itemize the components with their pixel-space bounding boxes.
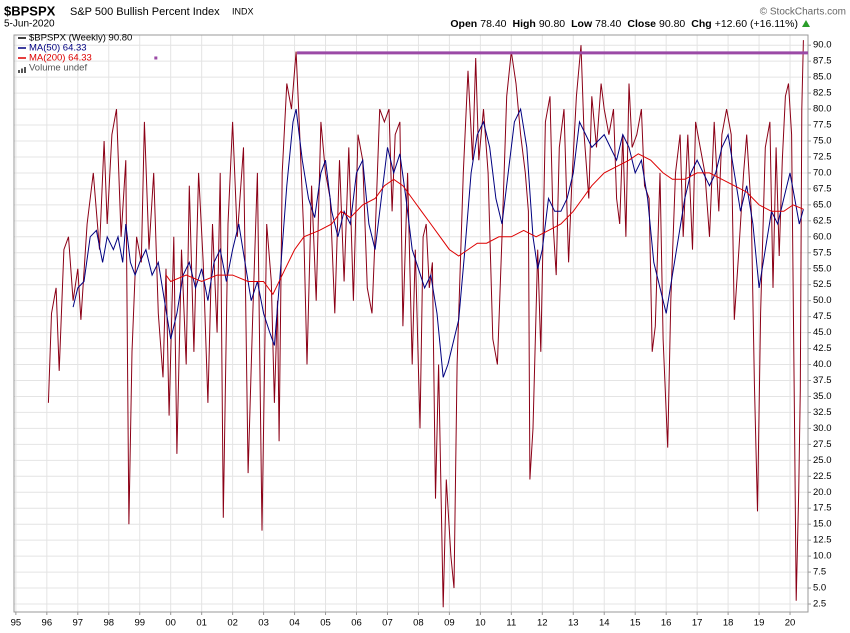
y-tick-label: 77.5 xyxy=(813,120,832,131)
x-tick-label: 07 xyxy=(382,618,393,629)
y-tick-label: 10.0 xyxy=(813,551,832,562)
up-arrow xyxy=(802,20,810,27)
x-tick-label: 96 xyxy=(42,618,53,629)
quote-label: High xyxy=(513,18,536,30)
series-line xyxy=(72,107,804,378)
y-tick-label: 87.5 xyxy=(813,56,832,67)
y-tick-label: 80.0 xyxy=(813,104,832,115)
quote-value: 78.40 xyxy=(480,18,506,30)
x-tick-label: 03 xyxy=(258,618,269,629)
y-tick-label: 62.5 xyxy=(813,215,832,226)
credit: © StockCharts.com xyxy=(760,7,846,18)
x-tick-label: 14 xyxy=(599,618,610,629)
x-tick-label: 10 xyxy=(475,618,486,629)
y-tick-label: 67.5 xyxy=(813,183,832,194)
exchange: INDX xyxy=(232,6,254,16)
x-tick-label: 08 xyxy=(413,618,424,629)
x-tick-label: 13 xyxy=(568,618,579,629)
x-tick-label: 20 xyxy=(785,618,796,629)
y-tick-label: 57.5 xyxy=(813,247,832,258)
y-tick-label: 25.0 xyxy=(813,455,832,466)
y-tick-label: 32.5 xyxy=(813,407,832,418)
y-tick-label: 52.5 xyxy=(813,279,832,290)
x-tick-label: 18 xyxy=(723,618,734,629)
x-tick-label: 16 xyxy=(661,618,672,629)
series-line xyxy=(165,153,804,296)
y-tick-label: 65.0 xyxy=(813,199,832,210)
legend-swatch xyxy=(18,70,20,73)
quote: Open 78.40 High 90.80 Low 78.40 Close 90.80 Chg +… xyxy=(450,18,798,30)
legend-label: MA(200) 64.33 xyxy=(29,53,92,64)
y-tick-label: 35.0 xyxy=(813,391,832,402)
legend-label: MA(50) 64.33 xyxy=(29,43,87,54)
plot-frame xyxy=(13,34,809,613)
chart-title: S&P 500 Bullish Percent Index xyxy=(70,6,220,18)
y-tick-label: 30.0 xyxy=(813,423,832,434)
y-tick-label: 15.0 xyxy=(813,519,832,530)
x-tick-label: 01 xyxy=(196,618,207,629)
y-tick-label: 17.5 xyxy=(813,503,832,514)
x-tick-label: 05 xyxy=(320,618,331,629)
series-line xyxy=(47,40,804,608)
symbol: $BPSPX xyxy=(4,3,56,18)
y-tick-label: 20.0 xyxy=(813,487,832,498)
x-tick-label: 00 xyxy=(165,618,176,629)
y-tick-label: 85.0 xyxy=(813,72,832,83)
y-tick-label: 70.0 xyxy=(813,167,832,178)
y-tick-label: 7.5 xyxy=(813,567,826,578)
y-tick-label: 75.0 xyxy=(813,136,832,147)
y-tick-label: 90.0 xyxy=(813,40,832,51)
quote-value: 78.40 xyxy=(595,18,621,30)
legend-label: $BPSPX (Weekly) 90.80 xyxy=(29,33,132,44)
x-tick-label: 19 xyxy=(754,618,765,629)
y-tick-label: 82.5 xyxy=(813,88,832,99)
y-tick-label: 40.0 xyxy=(813,359,832,370)
x-tick-label: 02 xyxy=(227,618,238,629)
x-tick-label: 11 xyxy=(506,618,516,629)
y-tick-label: 60.0 xyxy=(813,231,832,242)
x-tick-label: 99 xyxy=(134,618,145,629)
legend-swatch xyxy=(24,67,26,73)
marker xyxy=(154,56,158,60)
y-tick-label: 72.5 xyxy=(813,151,832,162)
quote-value: 90.80 xyxy=(539,18,565,30)
y-tick-label: 22.5 xyxy=(813,471,832,482)
x-tick-label: 97 xyxy=(73,618,84,629)
x-tick-label: 15 xyxy=(630,618,641,629)
quote-value: +12.60 (+16.11%) xyxy=(715,18,798,30)
quote-label: Close xyxy=(627,18,656,30)
y-tick-label: 5.0 xyxy=(813,583,826,594)
x-tick-label: 95 xyxy=(11,618,22,629)
y-tick-label: 42.5 xyxy=(813,343,832,354)
x-tick-label: 09 xyxy=(444,618,455,629)
quote-value: 90.80 xyxy=(659,18,685,30)
y-tick-label: 55.0 xyxy=(813,263,832,274)
y-tick-label: 27.5 xyxy=(813,439,832,450)
legend-label: Volume undef xyxy=(29,63,87,74)
y-tick-label: 47.5 xyxy=(813,311,832,322)
date: 5-Jun-2020 xyxy=(4,19,55,30)
y-tick-label: 12.5 xyxy=(813,535,832,546)
x-tick-label: 98 xyxy=(103,618,114,629)
y-tick-label: 2.5 xyxy=(813,599,826,610)
y-tick-label: 45.0 xyxy=(813,327,832,338)
quote-label: Chg xyxy=(691,18,711,30)
x-tick-label: 06 xyxy=(351,618,362,629)
x-tick-label: 04 xyxy=(289,618,300,629)
x-tick-label: 12 xyxy=(537,618,548,629)
legend-swatch xyxy=(21,68,23,73)
quote-label: Open xyxy=(450,18,477,30)
quote-label: Low xyxy=(571,18,593,30)
y-tick-label: 50.0 xyxy=(813,295,832,306)
y-tick-label: 37.5 xyxy=(813,375,832,386)
x-tick-label: 17 xyxy=(692,618,703,629)
